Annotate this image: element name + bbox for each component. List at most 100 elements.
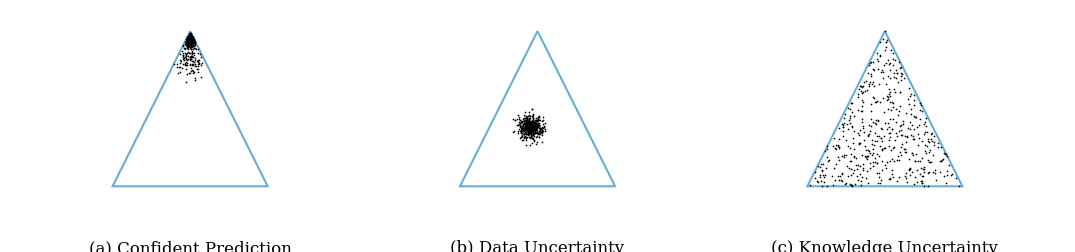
Point: [812, 179, 829, 183]
Point: [184, 34, 201, 38]
Point: [526, 127, 543, 131]
Point: [521, 121, 539, 125]
Point: [181, 39, 198, 43]
Point: [172, 58, 189, 62]
Point: [517, 124, 534, 128]
Point: [520, 131, 538, 135]
Point: [517, 143, 534, 147]
Point: [893, 72, 911, 76]
Point: [515, 128, 532, 132]
Point: [923, 131, 941, 135]
Point: [525, 125, 542, 129]
Point: [878, 161, 895, 165]
Point: [513, 128, 530, 132]
Point: [178, 40, 196, 44]
Point: [181, 34, 198, 38]
Point: [865, 60, 883, 64]
Point: [519, 114, 536, 118]
Point: [866, 131, 884, 135]
Point: [920, 140, 937, 144]
Point: [525, 129, 542, 133]
Point: [512, 136, 529, 140]
Point: [177, 43, 195, 47]
Point: [536, 121, 554, 125]
Point: [524, 122, 541, 126]
Point: [865, 164, 883, 168]
Point: [861, 149, 878, 153]
Point: [184, 51, 201, 55]
Point: [849, 131, 866, 135]
Point: [906, 159, 923, 163]
Point: [519, 125, 536, 130]
Point: [935, 174, 952, 178]
Point: [854, 120, 871, 124]
Point: [181, 37, 198, 41]
Point: [183, 36, 200, 40]
Point: [185, 44, 202, 48]
Point: [827, 143, 844, 147]
Point: [844, 184, 861, 188]
Point: [529, 119, 546, 123]
Point: [181, 38, 198, 42]
Point: [842, 159, 859, 163]
Point: [527, 120, 544, 124]
Point: [181, 43, 198, 47]
Point: [885, 57, 902, 61]
Point: [519, 125, 536, 129]
Point: [875, 97, 892, 101]
Point: [526, 126, 543, 130]
Point: [177, 53, 195, 57]
Point: [880, 144, 898, 148]
Point: [517, 123, 534, 127]
Point: [183, 45, 200, 49]
Point: [937, 181, 955, 185]
Point: [183, 40, 200, 44]
Point: [908, 125, 926, 130]
Point: [182, 35, 199, 39]
Point: [868, 57, 885, 61]
Point: [520, 127, 538, 131]
Point: [843, 101, 860, 105]
Point: [521, 124, 539, 128]
Point: [854, 126, 871, 130]
Point: [855, 84, 872, 88]
Point: [534, 133, 551, 137]
Point: [835, 155, 852, 159]
Point: [183, 34, 200, 38]
Point: [529, 124, 546, 128]
Point: [519, 130, 536, 134]
Point: [861, 129, 878, 133]
Point: [530, 121, 547, 125]
Point: [177, 67, 195, 71]
Point: [184, 37, 201, 41]
Point: [513, 134, 530, 138]
Point: [880, 91, 898, 96]
Point: [515, 132, 532, 136]
Point: [182, 55, 199, 59]
Point: [922, 137, 940, 141]
Point: [838, 144, 856, 148]
Point: [519, 134, 536, 138]
Point: [180, 42, 197, 46]
Point: [520, 129, 538, 133]
Point: [521, 129, 539, 133]
Point: [522, 124, 540, 128]
Point: [831, 145, 848, 149]
Point: [905, 114, 922, 118]
Point: [889, 154, 906, 158]
Point: [886, 58, 903, 62]
Point: [882, 159, 899, 163]
Point: [520, 125, 538, 130]
Point: [884, 100, 901, 104]
Point: [521, 136, 539, 140]
Point: [189, 67, 206, 71]
Point: [528, 130, 545, 134]
Point: [914, 139, 931, 143]
Point: [884, 127, 901, 131]
Point: [182, 37, 199, 41]
Point: [526, 134, 543, 138]
Point: [517, 125, 534, 129]
Point: [864, 147, 882, 151]
Point: [192, 55, 210, 59]
Point: [528, 116, 545, 120]
